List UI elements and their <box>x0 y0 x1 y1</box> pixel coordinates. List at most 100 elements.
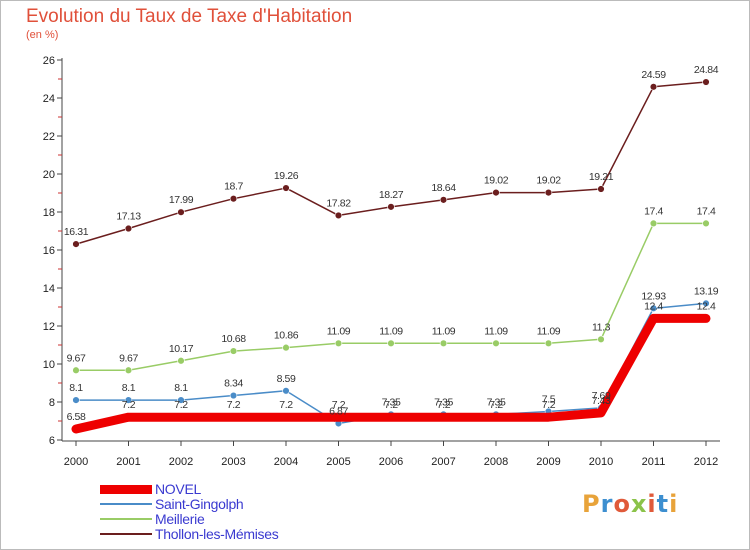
legend-item: Thollon-les-Mémises <box>100 526 320 542</box>
data-point <box>544 339 553 347</box>
data-point <box>229 347 238 355</box>
data-label: 9.67 <box>67 352 86 364</box>
y-tick-label: 10 <box>43 359 55 371</box>
data-label: 16.31 <box>64 226 89 238</box>
data-label: 18.27 <box>379 189 404 201</box>
x-tick-label: 2003 <box>221 456 245 468</box>
data-label: 7.2 <box>279 399 293 411</box>
x-tick-label: 2009 <box>536 456 560 468</box>
y-tick-label: 24 <box>43 93 55 105</box>
data-point <box>229 391 238 400</box>
data-point <box>334 211 343 220</box>
data-label: 24.59 <box>641 69 666 81</box>
data-label: 12.4 <box>644 300 663 312</box>
legend-swatch <box>100 503 152 505</box>
x-tick-label: 2008 <box>484 456 508 468</box>
logo-letter: i <box>669 490 679 518</box>
data-label: 24.84 <box>694 64 719 76</box>
data-point <box>72 240 80 248</box>
data-label: 8.1 <box>122 382 136 394</box>
x-tick-label: 2006 <box>379 456 403 468</box>
data-label: 8.1 <box>174 382 188 394</box>
data-point <box>544 188 553 197</box>
data-label: 19.21 <box>589 171 614 183</box>
data-point <box>702 299 710 308</box>
logo-letter: P <box>582 490 601 518</box>
legend-item: Meillerie <box>100 511 320 527</box>
legend-swatch <box>100 484 152 494</box>
data-label: 7.35 <box>382 396 401 408</box>
logo-letter: o <box>613 490 631 518</box>
data-point <box>124 396 133 404</box>
x-tick-label: 2002 <box>169 456 193 468</box>
data-label: 18.7 <box>224 181 243 193</box>
data-point <box>229 195 238 203</box>
data-label: 8.1 <box>69 382 83 394</box>
data-point <box>177 208 185 216</box>
data-label: 10.17 <box>169 343 194 355</box>
logo-letter: t <box>656 490 670 518</box>
data-point <box>177 396 185 404</box>
x-tick-label: 2010 <box>589 456 613 468</box>
data-point <box>702 219 710 228</box>
data-point <box>282 387 290 395</box>
legend-swatch <box>100 518 152 520</box>
y-tick-label: 12 <box>43 321 55 333</box>
legend: NOVEL Saint-Gingolph Meillerie Thollon-les-… <box>100 481 320 542</box>
data-label: 7.2 <box>227 399 241 411</box>
data-label: 6.58 <box>67 411 86 423</box>
data-point <box>649 83 658 91</box>
data-point <box>597 335 605 343</box>
series-line-3 <box>75 81 707 245</box>
data-label: 11.09 <box>484 325 508 337</box>
y-tick-label: 6 <box>49 435 55 447</box>
data-point <box>702 78 710 86</box>
data-label: 12.93 <box>641 290 666 302</box>
data-label: 7.69 <box>592 390 611 402</box>
data-label: 7.35 <box>434 396 453 408</box>
data-point <box>282 184 290 192</box>
data-label: 8.59 <box>277 373 296 385</box>
data-label: 7.43 <box>592 395 611 407</box>
data-label: 11.09 <box>432 325 456 337</box>
y-tick-label: 14 <box>43 283 55 295</box>
data-label: 17.4 <box>697 205 716 217</box>
data-point <box>177 357 185 365</box>
x-tick-label: 2000 <box>64 456 88 468</box>
data-point <box>72 396 80 404</box>
data-label: 7.35 <box>487 396 506 408</box>
y-tick-label: 20 <box>43 169 55 181</box>
data-label: 11.3 <box>592 321 611 333</box>
data-point <box>282 343 290 352</box>
x-tick-label: 2011 <box>642 456 666 468</box>
data-label: 18.64 <box>431 182 456 194</box>
data-point <box>649 219 658 228</box>
data-label: 7.2 <box>122 399 136 411</box>
data-label: 7.5 <box>542 394 556 406</box>
y-tick-label: 26 <box>43 55 55 67</box>
data-label: 7.2 <box>384 399 398 411</box>
data-point <box>649 304 658 313</box>
data-label: 17.99 <box>169 194 194 206</box>
logo-letter: r <box>600 490 614 518</box>
data-label: 17.82 <box>326 197 351 209</box>
x-tick-label: 2001 <box>116 456 140 468</box>
data-point <box>439 196 448 204</box>
data-label: 7.2 <box>332 399 346 411</box>
data-point <box>72 366 80 374</box>
chart-title: Evolution du Taux de Taxe d'Habitation <box>26 6 353 27</box>
legend-label: Meillerie <box>155 511 205 527</box>
data-label: 6.87 <box>329 405 348 417</box>
data-point <box>492 339 500 347</box>
data-label: 19.26 <box>274 170 299 182</box>
data-label: 11.09 <box>379 325 403 337</box>
data-point <box>597 185 605 193</box>
y-tick-label: 22 <box>43 131 55 143</box>
proxiti-logo: Proxiti <box>582 490 678 518</box>
data-point <box>334 339 343 347</box>
x-tick-label: 2007 <box>431 456 455 468</box>
logo-letter: i <box>647 490 657 518</box>
y-tick-label: 18 <box>43 207 55 219</box>
